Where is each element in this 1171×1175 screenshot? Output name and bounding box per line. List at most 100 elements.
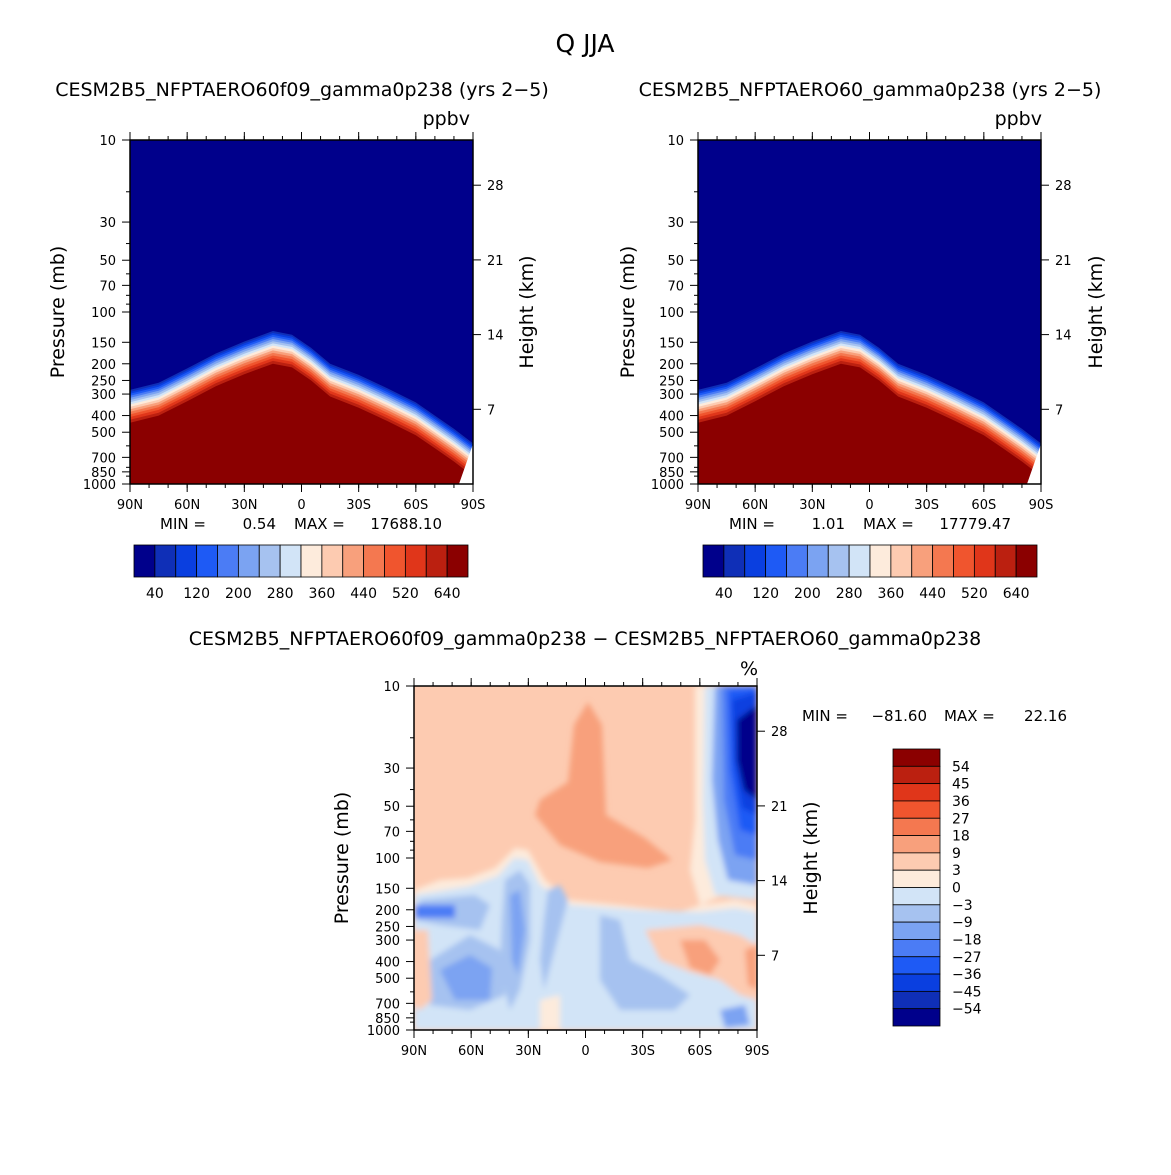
panel1-y2label: Height (km) [516, 255, 538, 368]
p3-y2tick-label: 14 [771, 875, 788, 890]
p2-cbar-swatch [744, 544, 767, 578]
p1-band-15 [130, 363, 473, 484]
p2-missing-surface [1027, 444, 1041, 484]
panel3-max-value: 22.16 [1024, 707, 1067, 725]
p1-cbar-label: 360 [309, 586, 336, 602]
p2-xtick-label: 30S [914, 498, 939, 513]
diff-negative-polar-min [737, 705, 757, 800]
p2-cbar-swatch [973, 544, 996, 578]
p1-cbar-swatch [425, 544, 448, 578]
p1-cbar-swatch [196, 544, 218, 578]
p1-ytick-label: 10 [99, 134, 116, 149]
p3-cbar-swatch [892, 921, 941, 940]
p3-cbar-swatch [892, 956, 941, 975]
diff-negative-9-e [600, 915, 690, 1010]
p1-cbar-swatch [237, 544, 260, 578]
figure-title: Q JJA [555, 29, 614, 58]
p2-cbar-label: 360 [878, 586, 905, 602]
p2-cbar-swatch [869, 544, 892, 578]
p1-cbar-swatch [321, 544, 344, 578]
p2-cbar-label: 440 [919, 586, 946, 602]
p3-y2tick-label: 7 [771, 949, 779, 964]
p3-cbar-label: 45 [952, 777, 970, 793]
p1-cbar-label: 280 [267, 586, 294, 602]
diff-negative-18-a [440, 955, 492, 1000]
p1-xtick-label: 90N [117, 498, 143, 513]
p3-ytick-label: 850 [375, 1012, 400, 1027]
p1-ytick-label: 50 [99, 254, 116, 269]
p1-cbar-swatch [154, 544, 177, 578]
p3-y2tick-label: 21 [771, 800, 788, 815]
p2-ytick-label: 50 [667, 254, 684, 269]
p3-cbar-label: −27 [952, 950, 982, 966]
p2-ytick-label: 30 [667, 216, 684, 231]
p1-cbar-swatch [446, 544, 469, 578]
p1-ytick-label: 400 [91, 410, 116, 425]
panel3-contour-bands [414, 686, 757, 1030]
p2-cbar-swatch [765, 544, 787, 578]
panel2-axes: 1030507010015020025030040050070085010002… [651, 132, 1072, 513]
p3-cbar-label: −18 [952, 932, 982, 948]
p2-xtick-label: 90S [1029, 498, 1054, 513]
p1-cbar-swatch [404, 544, 427, 578]
p3-ytick-label: 100 [375, 852, 400, 867]
p2-ytick-label: 70 [667, 279, 684, 294]
panel-top-right: CESM2B5_NFPTAERO60_gamma0p238 (yrs 2−5) … [617, 79, 1107, 602]
p2-cbar-swatch [848, 544, 871, 578]
p1-ytick-label: 100 [91, 306, 116, 321]
p3-cbar-label: 0 [952, 881, 961, 897]
p1-cbar-label: 200 [225, 586, 252, 602]
p3-cbar-swatch [892, 869, 941, 888]
p3-cbar-swatch [892, 973, 941, 992]
p2-cbar-swatch [702, 544, 725, 578]
p2-cbar-label: 280 [836, 586, 863, 602]
p3-ytick-label: 150 [375, 882, 400, 897]
diff-negative-9-d [540, 885, 568, 990]
p2-xtick-label: 0 [865, 498, 873, 513]
p2-ytick-label: 200 [659, 358, 684, 373]
p1-ytick-label: 1000 [83, 478, 116, 493]
p1-ytick-label: 300 [91, 388, 116, 403]
p1-cbar-swatch [217, 544, 239, 578]
p2-ytick-label: 700 [659, 451, 684, 466]
p3-cbar-swatch [892, 904, 941, 923]
p1-y2tick-label: 21 [487, 254, 504, 269]
p3-cbar-label: −45 [952, 984, 982, 1000]
panel2-field [698, 140, 1041, 484]
p1-cbar-label: 640 [434, 586, 461, 602]
p2-cbar-swatch [890, 544, 913, 578]
p3-cbar-label: −3 [952, 898, 973, 914]
p3-cbar-label: 18 [952, 829, 970, 845]
p1-cbar-label: 440 [350, 586, 377, 602]
panel-top-left: CESM2B5_NFPTAERO60f09_gamma0p238 (yrs 2−… [47, 79, 549, 602]
p3-xtick-label: 30N [515, 1044, 541, 1059]
diff-near-zero-surface [540, 995, 560, 1030]
p3-xtick-label: 60N [458, 1044, 484, 1059]
p3-cbar-swatch [892, 748, 941, 767]
p3-y2tick-label: 28 [771, 725, 788, 740]
p1-cbar-swatch [133, 544, 156, 578]
p3-ytick-label: 500 [375, 972, 400, 987]
p1-cbar-swatch [363, 544, 385, 578]
p1-y2tick-label: 7 [487, 403, 495, 418]
p2-ytick-label: 500 [659, 426, 684, 441]
panel1-max-value: 17688.10 [370, 515, 442, 533]
p3-ytick-label: 200 [375, 904, 400, 919]
panel2-min-value: 1.01 [812, 515, 845, 533]
p3-cbar-label: 54 [952, 759, 970, 775]
p2-cbar-label: 520 [961, 586, 988, 602]
p1-missing-surface [459, 444, 473, 484]
p3-cbar-swatch [892, 1008, 941, 1027]
panel1-min-value: 0.54 [243, 515, 276, 533]
p1-xtick-label: 90S [461, 498, 486, 513]
p2-cbar-swatch [1015, 544, 1038, 578]
p3-cbar-label: −36 [952, 967, 982, 983]
p2-cbar-swatch [932, 544, 954, 578]
p3-cbar-swatch [892, 887, 941, 906]
p1-ytick-label: 850 [91, 466, 116, 481]
panel3-field [414, 686, 757, 1030]
p2-xtick-label: 90N [685, 498, 711, 513]
p2-xtick-label: 30N [799, 498, 825, 513]
